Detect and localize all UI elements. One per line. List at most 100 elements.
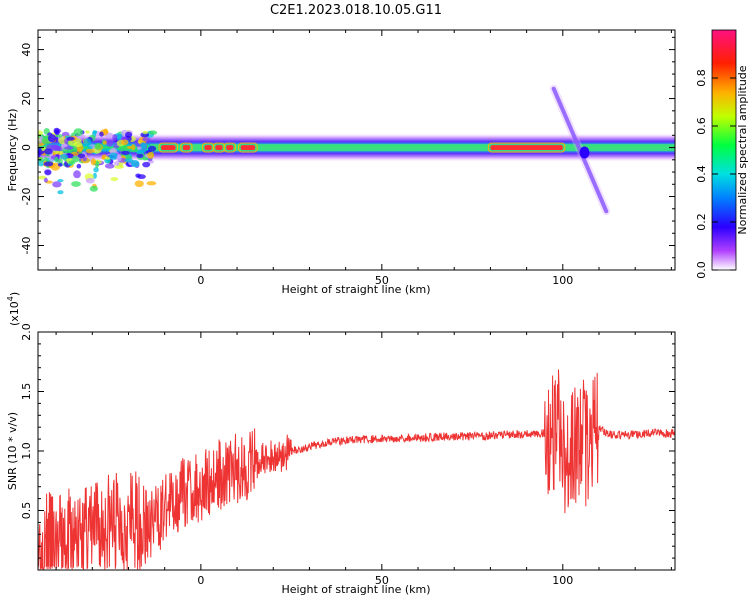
noise-blob (73, 141, 83, 148)
noise-blob (99, 131, 104, 137)
noise-blob (109, 152, 119, 160)
spectrogram-x-ticks: 0 50 100 (55, 30, 672, 287)
noise-blob (85, 177, 95, 184)
spectrogram-y-label: Frequency (Hz) (6, 109, 19, 192)
hotspot-halo (158, 142, 179, 153)
y-tick-label: 1.5 (20, 383, 33, 401)
spectrogram-x-label: Height of straight line (km) (281, 283, 430, 296)
noise-blob (94, 142, 102, 150)
y-tick-label: 0.5 (20, 502, 33, 520)
noise-blob (136, 153, 144, 158)
noise-blob (60, 153, 69, 160)
figure-title: C2E1.2023.018.10.05.G11 (270, 3, 442, 18)
noise-blob (89, 185, 98, 192)
hotspot-halo (487, 142, 566, 153)
hotspot (161, 145, 176, 150)
colorbar-tick-label: 0.0 (695, 261, 708, 279)
y-tick-label: -20 (20, 188, 33, 206)
noise-blob (116, 154, 122, 162)
colorbar-tick-label: 0.6 (695, 117, 708, 135)
x-tick-label: 100 (552, 574, 573, 587)
noise-blob (102, 140, 108, 145)
hotspot-halo (238, 142, 258, 153)
noise-blob (57, 179, 64, 183)
noise-blob (82, 156, 88, 162)
noise-blob (54, 130, 60, 136)
noise-blob (112, 134, 118, 142)
x-tick-label: 50 (375, 574, 389, 587)
snr-series-line (38, 369, 675, 570)
noise-blob (66, 136, 75, 141)
noise-blob (104, 163, 115, 169)
noise-blob (148, 130, 158, 135)
noise-blob (57, 162, 63, 167)
noise-blob (104, 156, 111, 160)
hotspot-halo (180, 142, 193, 153)
hotspot (215, 145, 223, 150)
y-tick-label: 1.0 (20, 442, 33, 460)
noise-blob (85, 130, 90, 134)
noise-blob (131, 160, 140, 168)
noise-blob (76, 163, 82, 169)
spectrogram-y-ticks: 40 20 0 -20 -40 (20, 36, 675, 271)
noise-blob (146, 181, 157, 186)
colorbar-label: Normalized spectral amplitude (736, 65, 749, 234)
noise-blob (71, 181, 81, 187)
noise-blob (64, 146, 74, 150)
noise-blob (43, 177, 48, 183)
spectrogram-frame (37, 29, 676, 271)
noise-blob (43, 161, 54, 167)
x-tick-label: 100 (552, 274, 573, 287)
noise-blob (121, 150, 130, 156)
noise-blob (142, 130, 148, 135)
snr-y-label: SNR (10 * v/v) (6, 412, 19, 490)
noise-blob (142, 137, 151, 142)
snr-x-ticks: 0 50 100 (55, 332, 672, 587)
noise-blob (83, 138, 92, 147)
noise-blob (103, 128, 109, 135)
y-tick-label: -40 (20, 237, 33, 255)
noise-blob (77, 153, 86, 159)
noise-blob (93, 167, 99, 173)
noise-blob (147, 151, 155, 159)
noise-blob (129, 148, 139, 153)
frequency-band-core (150, 143, 675, 152)
noise-blob (121, 139, 129, 146)
noise-blob (52, 181, 62, 188)
hotspot (226, 145, 234, 150)
hotspot (240, 145, 256, 150)
noise-blob (50, 144, 60, 151)
noise-blob (57, 190, 64, 195)
hotspot (204, 145, 212, 150)
noise-blob (85, 148, 95, 154)
noise-blob (44, 169, 52, 176)
y-tick-label: 20 (20, 92, 33, 106)
noise-blob (87, 145, 93, 149)
hotspot (182, 145, 191, 150)
snr-x-label: Height of straight line (km) (281, 583, 430, 596)
noise-blob (44, 148, 53, 155)
noise-blob (134, 180, 144, 188)
noise-blob (73, 128, 84, 137)
snr-y-scale: (x104) (6, 292, 21, 326)
noise-blob (38, 143, 44, 147)
colorbar (711, 29, 737, 271)
noise-blob (142, 156, 148, 161)
noise-blob (54, 157, 59, 163)
noise-blob (110, 177, 119, 182)
y-tick-label: 2.0 (20, 323, 33, 341)
noise-blob (137, 174, 146, 180)
colorbar-tick-label: 0.4 (695, 165, 708, 183)
dip-blob (579, 146, 590, 159)
hotspot (490, 145, 563, 150)
noise-blob (142, 161, 151, 168)
noise-blob (137, 146, 142, 150)
y-tick-label: 0 (20, 144, 33, 151)
noise-blob (147, 145, 157, 152)
x-tick-label: 50 (375, 274, 389, 287)
noise-blob (90, 158, 97, 166)
noise-blob (106, 139, 114, 147)
noise-blob (140, 142, 147, 150)
